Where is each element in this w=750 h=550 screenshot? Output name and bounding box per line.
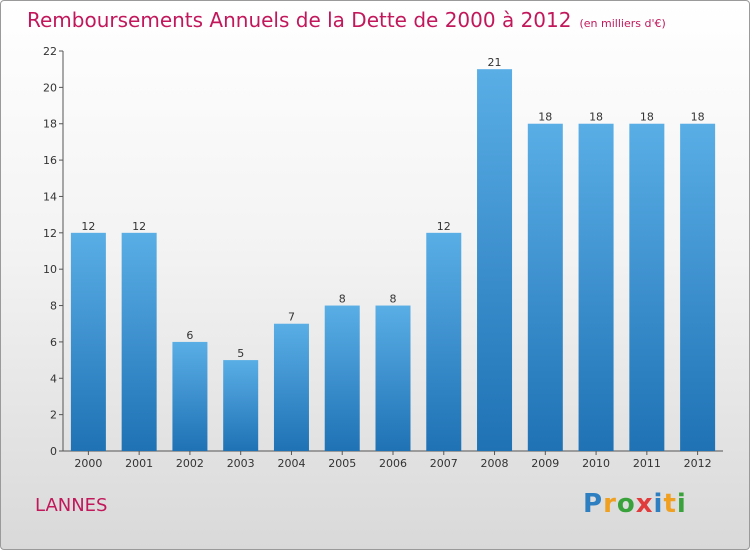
y-tick-label: 14 bbox=[43, 190, 57, 203]
bar-value-label: 18 bbox=[538, 111, 552, 124]
bar bbox=[121, 232, 157, 451]
bar bbox=[680, 123, 716, 452]
bar-value-label: 5 bbox=[237, 347, 244, 360]
chart-bars: 12 12 6 5 7 8 8 12 21 18 18 18 18 bbox=[70, 56, 716, 452]
bar-value-label: 6 bbox=[186, 329, 193, 342]
y-tick-label: 4 bbox=[50, 372, 57, 385]
x-tick-label: 2012 bbox=[684, 457, 712, 470]
y-tick-label: 0 bbox=[50, 445, 57, 458]
x-tick-label: 2000 bbox=[74, 457, 102, 470]
bar bbox=[477, 69, 513, 451]
y-tick-label: 20 bbox=[43, 81, 57, 94]
x-tick-label: 2006 bbox=[379, 457, 407, 470]
chart-title-text: Remboursements Annuels de la Dette de 20… bbox=[27, 8, 572, 32]
x-tick-label: 2001 bbox=[125, 457, 153, 470]
x-tick-label: 2011 bbox=[633, 457, 661, 470]
x-tick-label: 2007 bbox=[430, 457, 458, 470]
y-tick-label: 8 bbox=[50, 300, 57, 313]
bar-value-label: 12 bbox=[132, 220, 146, 233]
logo-letter: x bbox=[635, 489, 654, 519]
logo-letter: i bbox=[653, 489, 664, 519]
bar-value-label: 18 bbox=[589, 111, 603, 124]
bar bbox=[324, 305, 360, 451]
bar bbox=[273, 323, 309, 451]
y-tick-label: 6 bbox=[50, 336, 57, 349]
bar bbox=[375, 305, 411, 451]
y-tick-label: 12 bbox=[43, 227, 57, 240]
x-tick-label: 2003 bbox=[227, 457, 255, 470]
bar-value-label: 21 bbox=[488, 56, 502, 69]
bar-value-label: 7 bbox=[288, 311, 295, 324]
y-tick-label: 16 bbox=[43, 154, 57, 167]
chart-title: Remboursements Annuels de la Dette de 20… bbox=[27, 8, 666, 32]
x-tick-label: 2004 bbox=[277, 457, 305, 470]
proxiti-logo: Proxiti bbox=[583, 489, 687, 519]
bar-value-label: 18 bbox=[640, 111, 654, 124]
x-tick-label: 2010 bbox=[582, 457, 610, 470]
bar bbox=[629, 123, 665, 452]
bar-value-label: 18 bbox=[691, 111, 705, 124]
bar bbox=[70, 232, 106, 451]
bar bbox=[223, 360, 259, 451]
y-tick-label: 22 bbox=[43, 45, 57, 58]
bar-value-label: 12 bbox=[81, 220, 95, 233]
chart-axes: 0 2 4 6 8 10 12 14 16 18 20 22 2000 2001 2002 2003 2004 2… bbox=[43, 45, 723, 470]
bar bbox=[426, 232, 462, 451]
logo-letter: P bbox=[583, 489, 604, 519]
logo-letter: r bbox=[603, 489, 617, 519]
commune-name: LANNES bbox=[35, 495, 108, 516]
bar-value-label: 12 bbox=[437, 220, 451, 233]
chart-unit-label: (en milliers d'€) bbox=[579, 17, 666, 30]
bar bbox=[578, 123, 614, 452]
bar bbox=[527, 123, 563, 452]
bar bbox=[172, 341, 208, 451]
bar-value-label: 8 bbox=[339, 293, 346, 306]
x-tick-label: 2009 bbox=[531, 457, 559, 470]
logo-letter: o bbox=[616, 489, 636, 519]
y-tick-label: 18 bbox=[43, 118, 57, 131]
y-tick-label: 2 bbox=[50, 409, 57, 422]
x-tick-label: 2005 bbox=[328, 457, 356, 470]
logo-letter: i bbox=[676, 489, 687, 519]
y-tick-label: 10 bbox=[43, 263, 57, 276]
x-tick-label: 2002 bbox=[176, 457, 204, 470]
logo-letter: t bbox=[663, 489, 677, 519]
x-tick-label: 2008 bbox=[481, 457, 509, 470]
bar-value-label: 8 bbox=[390, 293, 397, 306]
